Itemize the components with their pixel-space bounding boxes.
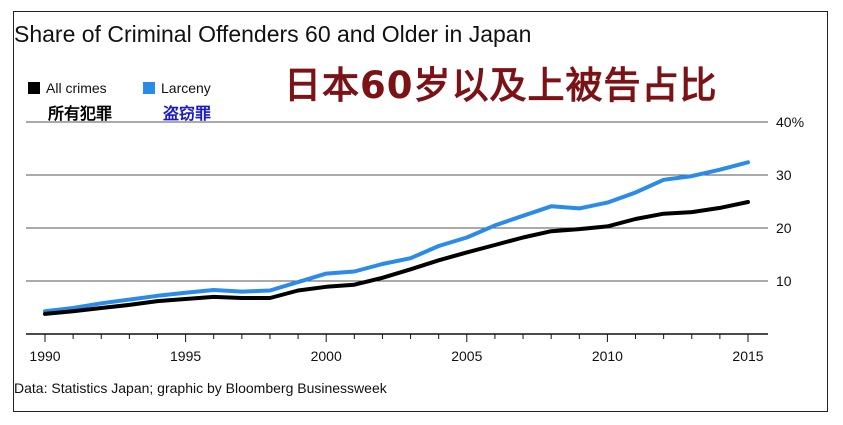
legend-item-all-crimes: All crimes bbox=[28, 80, 107, 96]
series-line-all-crimes bbox=[43, 200, 750, 316]
legend-label-all-crimes: All crimes bbox=[46, 80, 107, 96]
x-tick-label-1995: 1995 bbox=[170, 348, 201, 364]
x-tick-label-2005: 2005 bbox=[451, 348, 482, 364]
x-axis bbox=[26, 333, 768, 342]
x-tick-label-1990: 1990 bbox=[29, 348, 60, 364]
x-tick-label-2000: 2000 bbox=[311, 348, 342, 364]
x-tick-label-2010: 2010 bbox=[592, 348, 623, 364]
legend-swatch-larceny bbox=[143, 82, 155, 94]
legend-swatch-all-crimes bbox=[28, 82, 40, 94]
source-note: Data: Statistics Japan; graphic by Bloom… bbox=[14, 380, 387, 396]
series-line-larceny bbox=[43, 160, 750, 314]
y-tick-label-40: 40% bbox=[776, 114, 804, 130]
legend-item-larceny: Larceny bbox=[143, 80, 211, 96]
chart-title: Share of Criminal Offenders 60 and Older… bbox=[14, 21, 532, 47]
chinese-title: 日本60岁以及上被告占比 bbox=[284, 64, 718, 107]
legend-cn-label-larceny: 盗窃罪 bbox=[163, 104, 212, 123]
series-lines bbox=[43, 160, 750, 316]
gridlines bbox=[26, 121, 768, 282]
x-tick-label-2015: 2015 bbox=[732, 348, 763, 364]
x-tick-labels: 1990 1995 2000 2005 2010 2015 bbox=[29, 348, 763, 364]
y-tick-label-20: 20 bbox=[776, 220, 792, 236]
y-tick-labels: 10 20 30 40% bbox=[776, 114, 804, 289]
legend-label-larceny: Larceny bbox=[161, 80, 211, 96]
y-tick-label-10: 10 bbox=[776, 273, 792, 289]
legend-cn-label-all-crimes: 所有犯罪 bbox=[48, 104, 113, 123]
y-tick-label-30: 30 bbox=[776, 167, 792, 183]
